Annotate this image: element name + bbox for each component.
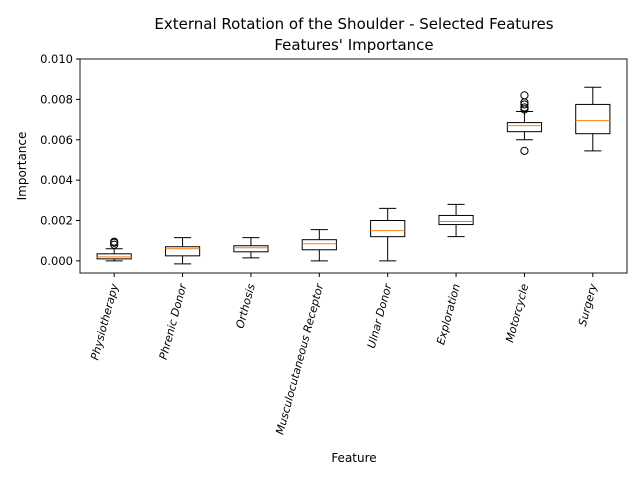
y-tick-label: 0.004 xyxy=(40,173,73,187)
x-tick-label: Ulnar Donor xyxy=(365,281,395,350)
x-axis-label: Feature xyxy=(331,451,376,465)
outlier-point xyxy=(110,240,119,249)
box-iqr xyxy=(96,253,132,260)
chart-title-line1: External Rotation of the Shoulder - Sele… xyxy=(154,15,553,33)
outlier-point xyxy=(520,100,529,109)
x-tick-label: Phrenic Donor xyxy=(157,281,190,361)
x-tick-label: Exploration xyxy=(434,282,463,346)
outlier-point xyxy=(520,103,529,112)
y-tick-label: 0.000 xyxy=(40,254,73,268)
outlier-point xyxy=(520,91,529,100)
y-tick-label: 0.006 xyxy=(40,133,73,147)
x-tick-label: Surgery xyxy=(576,282,600,328)
box-iqr xyxy=(575,103,611,135)
box-iqr xyxy=(438,214,474,226)
box-iqr xyxy=(301,239,337,251)
x-tick-label: Physiotherapy xyxy=(88,282,121,362)
plot-frame xyxy=(79,58,628,274)
x-tick-label: Motorcycle xyxy=(503,282,531,344)
y-axis-label: Importance xyxy=(15,132,29,201)
box-iqr xyxy=(506,122,543,133)
y-tick-label: 0.010 xyxy=(40,52,73,66)
outlier-point xyxy=(110,237,119,246)
x-tick-label: Musculocutaneous Receptor xyxy=(273,281,326,436)
chart-title-line2: Features' Importance xyxy=(274,36,433,54)
box-iqr xyxy=(370,220,406,238)
box-iqr xyxy=(164,246,201,257)
outlier-point xyxy=(520,146,529,155)
plot-area: 0.000 0.002 0.004 0.006 0.008 0.010 Physiother… xyxy=(40,52,611,436)
x-tick-label: Orthosis xyxy=(233,282,257,330)
y-tick-label: 0.002 xyxy=(40,214,73,228)
box-iqr xyxy=(233,245,269,253)
y-tick-label: 0.008 xyxy=(40,92,73,106)
